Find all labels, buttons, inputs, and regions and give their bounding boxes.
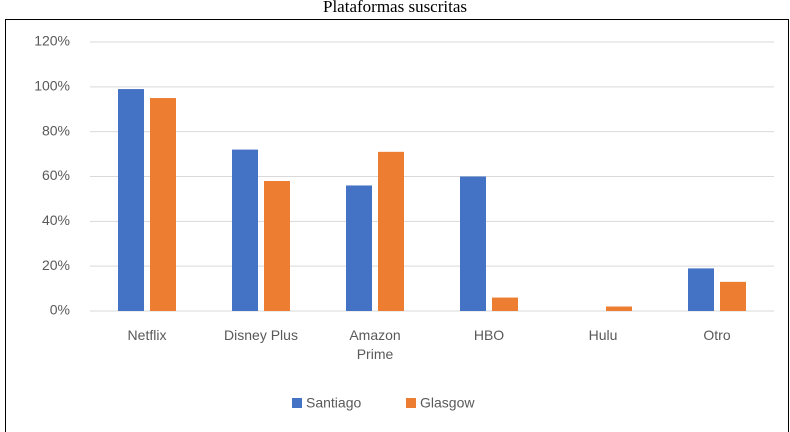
x-tick-label: Otro — [703, 327, 731, 343]
chart-title: Plataformas suscritas — [323, 0, 467, 16]
bar — [264, 180, 290, 311]
bar — [232, 149, 258, 311]
x-tick-label: Netflix — [127, 327, 167, 343]
y-tick-label: 40% — [42, 212, 70, 228]
bar — [688, 268, 714, 311]
legend-label: Glasgow — [420, 395, 475, 411]
y-tick-label: 0% — [50, 302, 70, 318]
y-tick-label: 120% — [34, 33, 70, 49]
bar — [606, 306, 632, 311]
bar — [492, 297, 518, 311]
bar — [118, 89, 144, 311]
y-tick-label: 60% — [42, 167, 70, 183]
bar — [150, 98, 176, 312]
bar — [720, 281, 746, 311]
legend-label: Santiago — [306, 395, 361, 411]
x-tick-label: HBO — [473, 327, 505, 343]
y-tick-label: 20% — [42, 257, 70, 273]
x-tick-label: Hulu — [588, 327, 618, 343]
x-tick-label: Amazon Prime — [349, 327, 401, 362]
legend-swatch — [292, 398, 302, 408]
x-tick-label: Disney Plus — [224, 327, 298, 343]
bar — [346, 185, 372, 311]
bar — [378, 151, 404, 311]
legend-swatch — [406, 398, 416, 408]
y-tick-label: 100% — [34, 78, 70, 94]
y-tick-label: 80% — [42, 122, 70, 138]
bar — [460, 176, 486, 311]
